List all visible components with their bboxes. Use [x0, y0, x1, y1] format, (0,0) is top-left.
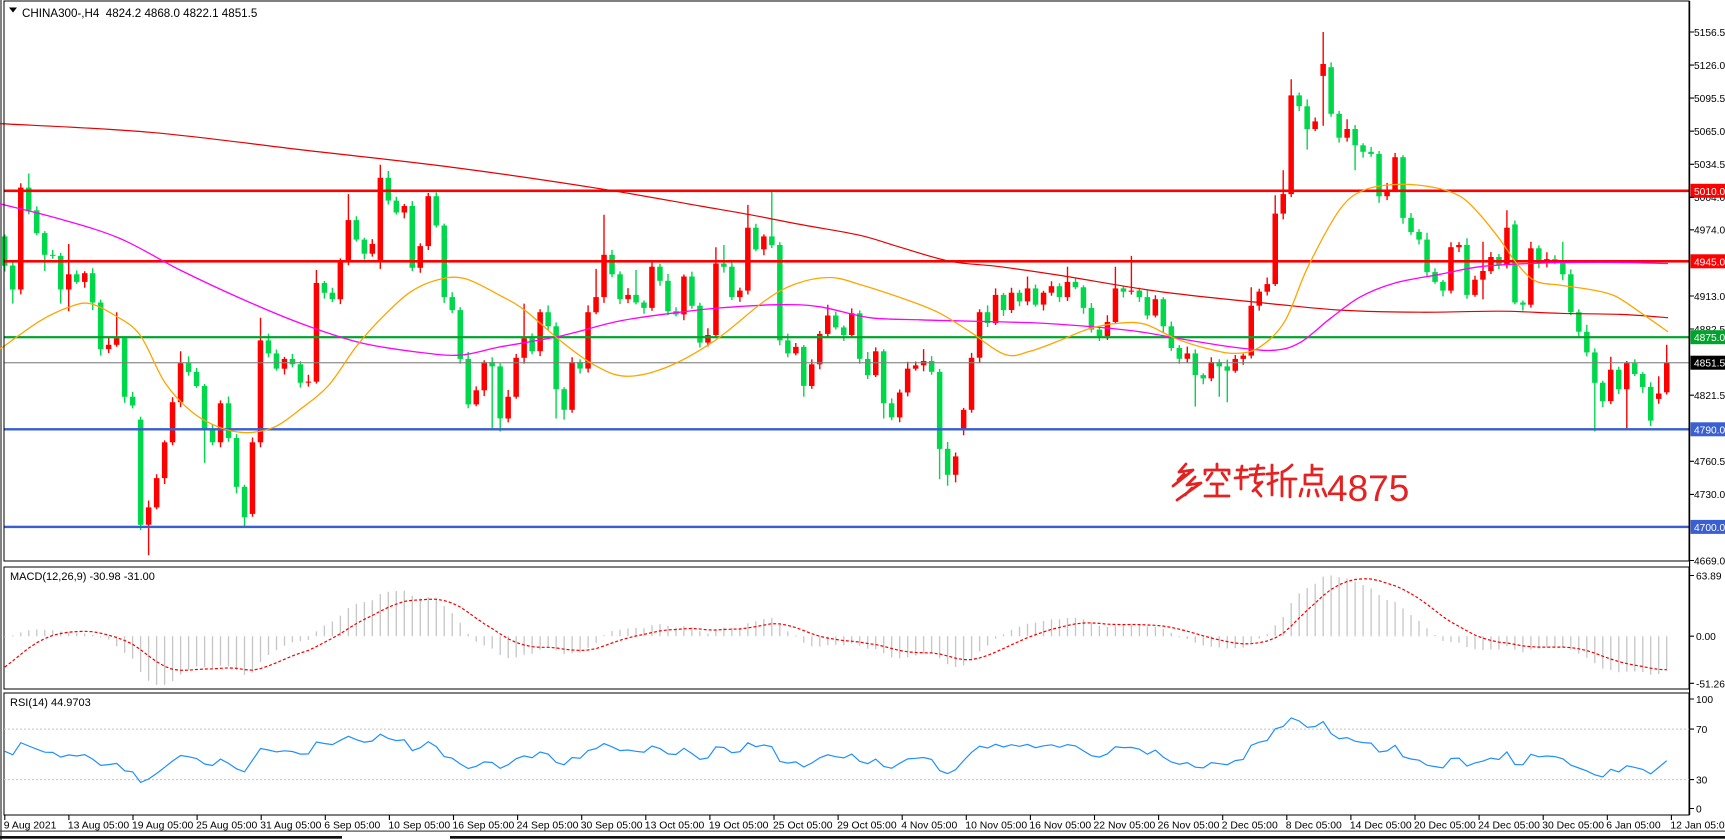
- svg-text:10 Sep 05:00: 10 Sep 05:00: [388, 821, 450, 832]
- svg-text:4974.0: 4974.0: [1694, 226, 1725, 237]
- svg-text:12 Jan 05:00: 12 Jan 05:00: [1670, 821, 1725, 832]
- svg-text:4875.0: 4875.0: [1694, 333, 1725, 344]
- svg-text:70: 70: [1696, 725, 1708, 736]
- svg-text:4730.0: 4730.0: [1694, 490, 1725, 501]
- svg-text:31 Aug 05:00: 31 Aug 05:00: [260, 821, 321, 832]
- svg-text:2 Dec 05:00: 2 Dec 05:00: [1222, 821, 1278, 832]
- svg-text:22 Nov 05:00: 22 Nov 05:00: [1094, 821, 1156, 832]
- svg-text:4821.5: 4821.5: [1694, 391, 1725, 402]
- svg-text:8 Dec 05:00: 8 Dec 05:00: [1286, 821, 1342, 832]
- svg-text:CHINA300-,H4 4824.2 4868.0 48: CHINA300-,H4 4824.2 4868.0 4822.1 4851.5: [22, 7, 257, 20]
- svg-text:30 Dec 05:00: 30 Dec 05:00: [1542, 821, 1604, 832]
- svg-text:30 Sep 05:00: 30 Sep 05:00: [581, 821, 643, 832]
- svg-text:100: 100: [1696, 695, 1713, 706]
- svg-text:-51.26: -51.26: [1696, 679, 1725, 690]
- svg-text:6 Jan 05:00: 6 Jan 05:00: [1606, 821, 1661, 832]
- svg-text:26 Nov 05:00: 26 Nov 05:00: [1158, 821, 1220, 832]
- svg-text:13 Oct 05:00: 13 Oct 05:00: [645, 821, 705, 832]
- svg-text:25 Oct 05:00: 25 Oct 05:00: [773, 821, 833, 832]
- svg-text:4 Nov 05:00: 4 Nov 05:00: [901, 821, 957, 832]
- svg-text:4875: 4875: [1327, 468, 1409, 509]
- svg-text:4790.0: 4790.0: [1694, 425, 1725, 436]
- svg-text:13 Aug 05:00: 13 Aug 05:00: [68, 821, 129, 832]
- svg-text:5065.0: 5065.0: [1694, 127, 1725, 138]
- svg-text:0.00: 0.00: [1696, 632, 1716, 643]
- svg-text:63.89: 63.89: [1696, 572, 1722, 583]
- svg-text:24 Dec 05:00: 24 Dec 05:00: [1478, 821, 1540, 832]
- svg-text:5156.5: 5156.5: [1694, 28, 1725, 39]
- svg-text:14 Dec 05:00: 14 Dec 05:00: [1350, 821, 1412, 832]
- svg-text:5010.0: 5010.0: [1694, 187, 1725, 198]
- svg-text:4760.5: 4760.5: [1694, 457, 1725, 468]
- svg-text:4851.5: 4851.5: [1694, 359, 1725, 370]
- svg-text:5095.5: 5095.5: [1694, 94, 1725, 105]
- svg-text:19 Oct 05:00: 19 Oct 05:00: [709, 821, 769, 832]
- svg-text:30: 30: [1696, 776, 1708, 787]
- svg-text:5126.0: 5126.0: [1694, 61, 1725, 72]
- svg-text:5004.0: 5004.0: [1694, 193, 1725, 204]
- svg-text:4913.0: 4913.0: [1694, 292, 1725, 303]
- svg-text:9 Aug 2021: 9 Aug 2021: [4, 821, 57, 832]
- svg-text:4700.0: 4700.0: [1694, 523, 1725, 534]
- svg-text:5034.5: 5034.5: [1694, 160, 1725, 171]
- svg-text:0: 0: [1696, 805, 1702, 816]
- svg-text:25 Aug 05:00: 25 Aug 05:00: [196, 821, 257, 832]
- svg-text:MACD(12,26,9) -30.98 -31.00: MACD(12,26,9) -30.98 -31.00: [10, 571, 155, 583]
- svg-text:16 Nov 05:00: 16 Nov 05:00: [1029, 821, 1091, 832]
- svg-text:4669.0: 4669.0: [1694, 556, 1725, 567]
- svg-text:6 Sep 05:00: 6 Sep 05:00: [324, 821, 380, 832]
- svg-text:29 Oct 05:00: 29 Oct 05:00: [837, 821, 897, 832]
- svg-text:4945.0: 4945.0: [1694, 257, 1725, 268]
- svg-text:RSI(14) 44.9703: RSI(14) 44.9703: [10, 697, 91, 709]
- svg-text:24 Sep 05:00: 24 Sep 05:00: [517, 821, 579, 832]
- svg-text:19 Aug 05:00: 19 Aug 05:00: [132, 821, 193, 832]
- svg-text:10 Nov 05:00: 10 Nov 05:00: [965, 821, 1027, 832]
- svg-text:16 Sep 05:00: 16 Sep 05:00: [453, 821, 515, 832]
- svg-text:20 Dec 05:00: 20 Dec 05:00: [1414, 821, 1476, 832]
